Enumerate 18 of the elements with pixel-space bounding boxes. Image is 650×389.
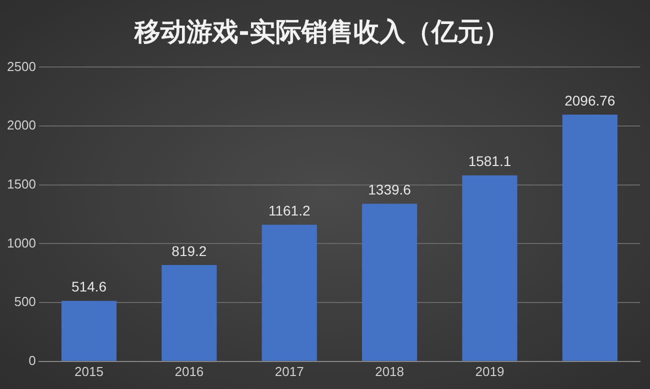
x-tick-label: 2016 [174, 364, 204, 379]
y-tick-label: 500 [14, 294, 36, 310]
x-tick-label: 2017 [274, 364, 304, 379]
data-label: 1339.6 [368, 182, 412, 198]
chart-title: 移动游戏-实际销售收入（亿元） [134, 17, 510, 48]
data-label: 2096.76 [564, 92, 616, 109]
y-tick-label: 0 [28, 352, 36, 368]
y-tick-label: 2000 [7, 118, 36, 133]
x-tick-label: 2015 [74, 364, 104, 379]
y-tick-label: 1500 [7, 176, 36, 192]
y-tick-label: 2500 [7, 58, 36, 74]
x-tick-label: 2019 [475, 364, 504, 379]
data-label: 514.6 [71, 278, 107, 295]
x-tick-label: 2018 [375, 364, 404, 379]
y-tick-label: 1000 [7, 235, 36, 250]
data-label: 1161.2 [268, 202, 310, 219]
data-label: 819.2 [172, 242, 207, 259]
data-label: 1581.1 [468, 153, 512, 170]
